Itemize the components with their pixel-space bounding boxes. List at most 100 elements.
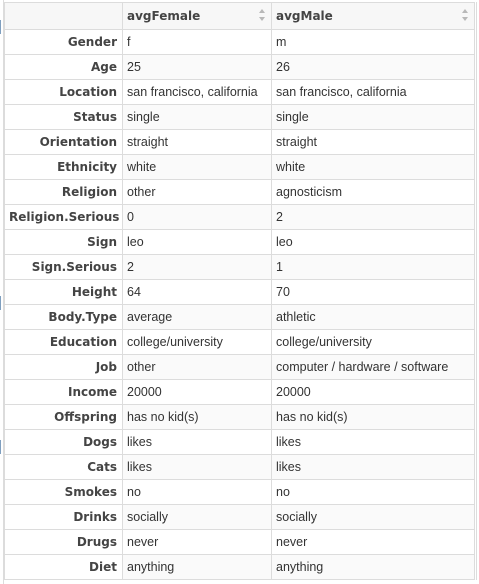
cell-avgFemale[interactable]: other — [122, 354, 272, 380]
table-row: Sign leo leo — [4, 229, 475, 255]
table-row: Job other computer / hardware / software — [4, 354, 475, 380]
row-name: Age — [4, 54, 123, 80]
column-header-avgFemale[interactable]: avgFemale — [122, 2, 272, 30]
cell-avgMale[interactable]: m — [271, 29, 475, 55]
left-pane-edge — [0, 0, 4, 584]
edge-marker — [0, 440, 1, 454]
row-name: Job — [4, 354, 123, 380]
table-row: Income 20000 20000 — [4, 379, 475, 405]
table-row: Religion.Serious 0 2 — [4, 204, 475, 230]
cell-avgFemale[interactable]: 25 — [122, 54, 272, 80]
cell-avgMale[interactable]: anything — [271, 554, 475, 580]
table-row: Age 25 26 — [4, 54, 475, 80]
cell-avgFemale[interactable]: 0 — [122, 204, 272, 230]
edge-marker — [0, 20, 1, 34]
cell-avgFemale[interactable]: 64 — [122, 279, 272, 305]
row-name: Height — [4, 279, 123, 305]
cell-avgFemale[interactable]: has no kid(s) — [122, 404, 272, 430]
row-name: Education — [4, 329, 123, 355]
cell-avgFemale[interactable]: leo — [122, 229, 272, 255]
cell-avgMale[interactable]: likes — [271, 429, 475, 455]
table-row: Status single single — [4, 104, 475, 130]
table-row: Education college/university college/unive… — [4, 329, 475, 355]
table-row: Smokes no no — [4, 479, 475, 505]
cell-avgMale[interactable]: straight — [271, 129, 475, 155]
table-row: Orientation straight straight — [4, 129, 475, 155]
table-body: Gender f m Age 25 26 Location san francisco, ca… — [4, 29, 475, 580]
cell-avgFemale[interactable]: anything — [122, 554, 272, 580]
cell-avgMale[interactable]: no — [271, 479, 475, 505]
cell-avgFemale[interactable]: 2 — [122, 254, 272, 280]
cell-avgMale[interactable]: white — [271, 154, 475, 180]
table-row: Diet anything anything — [4, 554, 475, 580]
cell-avgFemale[interactable]: never — [122, 529, 272, 555]
sort-arrows-icon[interactable] — [462, 9, 468, 21]
table-row: Ethnicity white white — [4, 154, 475, 180]
cell-avgMale[interactable]: 1 — [271, 254, 475, 280]
row-name: Dogs — [4, 429, 123, 455]
cell-avgFemale[interactable]: likes — [122, 429, 272, 455]
header-row: avgFemale avgMale — [4, 2, 475, 30]
cell-avgMale[interactable]: 20000 — [271, 379, 475, 405]
table-row: Sign.Serious 2 1 — [4, 254, 475, 280]
cell-avgMale[interactable]: has no kid(s) — [271, 404, 475, 430]
cell-avgMale[interactable]: agnosticism — [271, 179, 475, 205]
row-name: Smokes — [4, 479, 123, 505]
table-row: Offspring has no kid(s) has no kid(s) — [4, 404, 475, 430]
row-name: Income — [4, 379, 123, 405]
cell-avgMale[interactable]: 2 — [271, 204, 475, 230]
row-name: Offspring — [4, 404, 123, 430]
row-name: Status — [4, 104, 123, 130]
table-row: Gender f m — [4, 29, 475, 55]
cell-avgFemale[interactable]: single — [122, 104, 272, 130]
table-row: Religion other agnosticism — [4, 179, 475, 205]
cell-avgFemale[interactable]: average — [122, 304, 272, 330]
table-row: Location san francisco, california san fra… — [4, 79, 475, 105]
data-viewer-grid: avgFemale avgMale Gender f m Age 25 26 Locatio… — [4, 2, 477, 580]
column-header-label: avgFemale — [127, 9, 201, 23]
cell-avgMale[interactable]: socially — [271, 504, 475, 530]
cell-avgMale[interactable]: leo — [271, 229, 475, 255]
cell-avgMale[interactable]: college/university — [271, 329, 475, 355]
cell-avgMale[interactable]: 70 — [271, 279, 475, 305]
cell-avgFemale[interactable]: other — [122, 179, 272, 205]
sort-arrows-icon[interactable] — [259, 9, 265, 21]
edge-marker — [0, 296, 1, 310]
data-table: avgFemale avgMale Gender f m Age 25 26 Locatio… — [4, 2, 475, 580]
row-name: Religion — [4, 179, 123, 205]
cell-avgFemale[interactable]: no — [122, 479, 272, 505]
table-row: Drinks socially socially — [4, 504, 475, 530]
corner-header — [4, 2, 123, 30]
table-row: Dogs likes likes — [4, 429, 475, 455]
row-name: Ethnicity — [4, 154, 123, 180]
row-name: Cats — [4, 454, 123, 480]
table-row: Height 64 70 — [4, 279, 475, 305]
column-header-label: avgMale — [276, 9, 333, 23]
table-row: Cats likes likes — [4, 454, 475, 480]
row-name: Orientation — [4, 129, 123, 155]
cell-avgFemale[interactable]: white — [122, 154, 272, 180]
cell-avgMale[interactable]: computer / hardware / software — [271, 354, 475, 380]
cell-avgMale[interactable]: likes — [271, 454, 475, 480]
row-name: Drinks — [4, 504, 123, 530]
row-name: Gender — [4, 29, 123, 55]
cell-avgMale[interactable]: san francisco, california — [271, 79, 475, 105]
cell-avgFemale[interactable]: straight — [122, 129, 272, 155]
cell-avgFemale[interactable]: likes — [122, 454, 272, 480]
row-name: Body.Type — [4, 304, 123, 330]
row-name: Sign.Serious — [4, 254, 123, 280]
cell-avgFemale[interactable]: san francisco, california — [122, 79, 272, 105]
cell-avgFemale[interactable]: 20000 — [122, 379, 272, 405]
cell-avgFemale[interactable]: f — [122, 29, 272, 55]
row-name: Drugs — [4, 529, 123, 555]
cell-avgMale[interactable]: 26 — [271, 54, 475, 80]
cell-avgFemale[interactable]: college/university — [122, 329, 272, 355]
cell-avgMale[interactable]: single — [271, 104, 475, 130]
cell-avgMale[interactable]: never — [271, 529, 475, 555]
cell-avgMale[interactable]: athletic — [271, 304, 475, 330]
row-name: Religion.Serious — [4, 204, 123, 230]
cell-avgFemale[interactable]: socially — [122, 504, 272, 530]
table-row: Drugs never never — [4, 529, 475, 555]
column-header-avgMale[interactable]: avgMale — [271, 2, 475, 30]
row-name: Location — [4, 79, 123, 105]
